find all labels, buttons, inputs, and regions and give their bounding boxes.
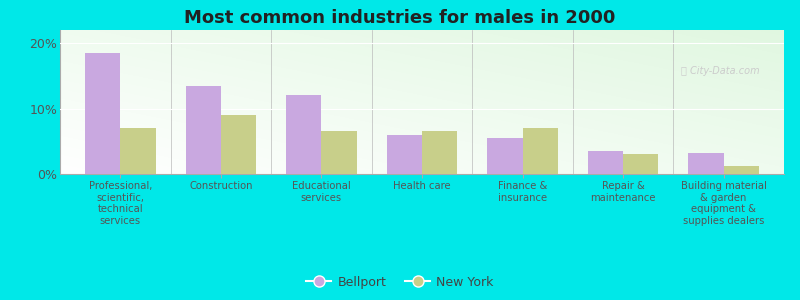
Legend: Bellport, New York: Bellport, New York [302,271,498,294]
Bar [322,131,357,174]
Bar [387,135,422,174]
Bar [623,154,658,174]
Bar [85,53,120,174]
Bar [422,131,457,174]
Bar [724,166,759,174]
Bar [186,85,221,174]
Bar [221,115,256,174]
Bar [286,95,322,174]
Text: Most common industries for males in 2000: Most common industries for males in 2000 [184,9,616,27]
Bar [689,153,724,174]
Bar [522,128,558,174]
Bar [588,151,623,174]
Bar [487,138,522,174]
Bar [120,128,155,174]
Text: ⓘ City-Data.com: ⓘ City-Data.com [682,66,760,76]
